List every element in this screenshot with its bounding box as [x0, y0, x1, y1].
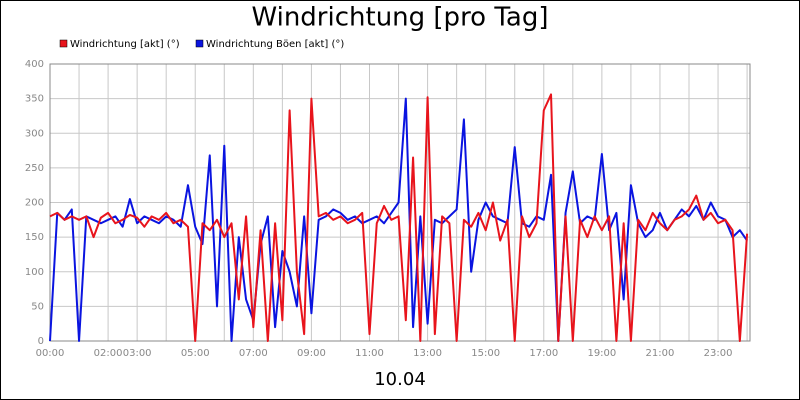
legend-swatch: [59, 39, 68, 48]
x-tick-label: 03:00: [123, 348, 152, 359]
x-tick-label: 13:00: [413, 348, 442, 359]
legend-swatch: [195, 39, 204, 48]
x-tick-label: 19:00: [587, 348, 616, 359]
series-line: [49, 93, 749, 342]
x-tick-label: 23:00: [704, 348, 733, 359]
legend-label: Windrichtung [akt] (°): [70, 39, 180, 50]
x-tick-label: 07:00: [239, 348, 268, 359]
y-tick-label: 250: [25, 163, 44, 174]
y-tick-label: 350: [25, 94, 44, 105]
x-tick-label: 17:00: [529, 348, 558, 359]
series-line: [49, 97, 748, 342]
x-tick-label: 09:00: [297, 348, 326, 359]
y-tick-label: 200: [25, 198, 44, 209]
x-tick-label: 05:00: [181, 348, 210, 359]
x-axis-label: 10.04: [374, 369, 426, 390]
y-tick-label: 400: [25, 59, 44, 70]
y-tick-label: 100: [25, 267, 44, 278]
y-tick-label: 150: [25, 232, 44, 243]
plot-border: [49, 63, 751, 342]
x-tick-label: 21:00: [646, 348, 675, 359]
x-tick-label: 11:00: [355, 348, 384, 359]
x-tick-label: 02:00: [94, 348, 123, 359]
y-tick-label: 50: [31, 301, 44, 312]
chart-title: Windrichtung [pro Tag]: [251, 3, 548, 33]
y-tick-label: 0: [38, 336, 44, 347]
y-tick-label: 300: [25, 128, 44, 139]
legend-label: Windrichtung Böen [akt] (°): [206, 39, 344, 50]
x-tick-label: 15:00: [471, 348, 500, 359]
x-tick-label: 00:00: [36, 348, 65, 359]
